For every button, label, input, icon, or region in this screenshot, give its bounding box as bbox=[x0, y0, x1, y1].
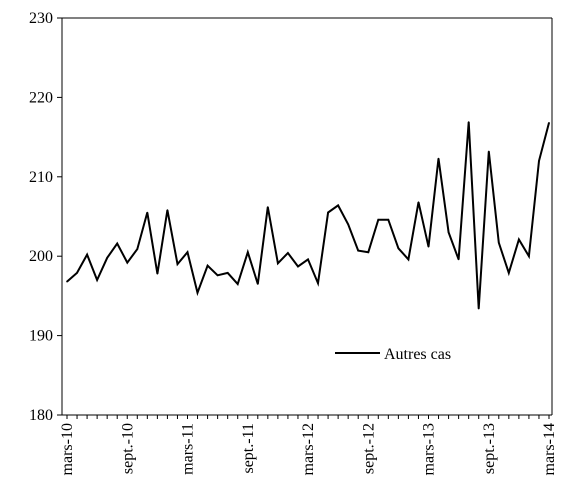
x-axis-ticks: mars-10 sept.-10 mars-11 sept.-11 mars-12 sep… bbox=[59, 415, 558, 475]
data-point bbox=[236, 283, 239, 285]
data-point bbox=[116, 242, 118, 245]
data-point bbox=[337, 204, 339, 207]
data-point bbox=[407, 258, 410, 261]
data-point bbox=[146, 211, 149, 214]
data-point bbox=[518, 238, 520, 241]
data-point bbox=[96, 279, 98, 281]
data-point bbox=[216, 274, 219, 277]
data-point bbox=[377, 218, 380, 221]
data-point bbox=[477, 307, 480, 310]
data-point bbox=[447, 231, 450, 234]
data-point bbox=[528, 255, 530, 257]
data-point bbox=[417, 201, 420, 203]
y-tick-label: 180 bbox=[29, 407, 53, 424]
data-point bbox=[357, 249, 360, 252]
series-layer bbox=[66, 121, 550, 310]
data-point bbox=[206, 264, 209, 267]
series-line-autres-cas bbox=[66, 121, 550, 309]
data-point bbox=[548, 122, 550, 124]
data-point bbox=[437, 157, 440, 160]
data-point bbox=[287, 252, 289, 254]
data-point bbox=[176, 263, 179, 265]
data-point bbox=[538, 160, 540, 162]
x-tick-label: mars-12 bbox=[300, 423, 317, 475]
x-tick-label: sept.-12 bbox=[360, 423, 377, 474]
data-point bbox=[277, 262, 279, 265]
data-point bbox=[226, 272, 229, 274]
y-tick-label: 210 bbox=[29, 169, 53, 186]
y-tick-label: 230 bbox=[29, 10, 53, 27]
data-point bbox=[317, 282, 319, 285]
x-tick-label: mars-13 bbox=[421, 423, 438, 475]
x-tick-label: sept.-13 bbox=[481, 423, 498, 474]
data-point bbox=[457, 258, 460, 261]
data-point bbox=[257, 283, 259, 285]
y-tick-label: 200 bbox=[29, 248, 53, 265]
x-tick-label: mars-14 bbox=[541, 423, 558, 475]
data-point bbox=[467, 121, 470, 123]
legend-label: Autres cas bbox=[384, 346, 451, 363]
y-tick-label: 190 bbox=[29, 328, 53, 345]
data-point bbox=[166, 209, 169, 211]
data-point bbox=[397, 247, 400, 250]
data-point bbox=[297, 265, 299, 268]
x-tick-label: mars-11 bbox=[180, 423, 197, 475]
y-tick-label: 220 bbox=[29, 89, 53, 106]
data-point bbox=[307, 258, 309, 261]
data-point bbox=[66, 280, 68, 283]
data-point bbox=[76, 272, 78, 274]
x-tick-label: sept.-10 bbox=[119, 423, 136, 474]
data-point bbox=[387, 218, 390, 221]
data-point bbox=[508, 272, 510, 274]
data-point bbox=[106, 257, 108, 259]
data-point bbox=[327, 211, 329, 214]
data-point bbox=[136, 248, 139, 250]
data-point bbox=[488, 150, 490, 153]
data-point bbox=[186, 251, 189, 253]
data-point bbox=[498, 241, 500, 244]
data-point bbox=[427, 245, 430, 248]
x-tick-label: sept.-11 bbox=[240, 423, 257, 474]
data-point bbox=[367, 251, 370, 253]
data-point bbox=[247, 251, 249, 253]
y-axis-ticks: 180 190 200 210 220 230 bbox=[29, 10, 62, 424]
data-point bbox=[86, 253, 88, 256]
data-point bbox=[156, 272, 159, 275]
data-point bbox=[347, 223, 350, 226]
data-point bbox=[196, 291, 199, 294]
x-tick-label: mars-10 bbox=[59, 423, 76, 475]
data-point bbox=[267, 206, 269, 208]
data-point bbox=[126, 261, 129, 264]
legend: Autres cas bbox=[322, 333, 492, 373]
plot-area bbox=[61, 17, 553, 416]
